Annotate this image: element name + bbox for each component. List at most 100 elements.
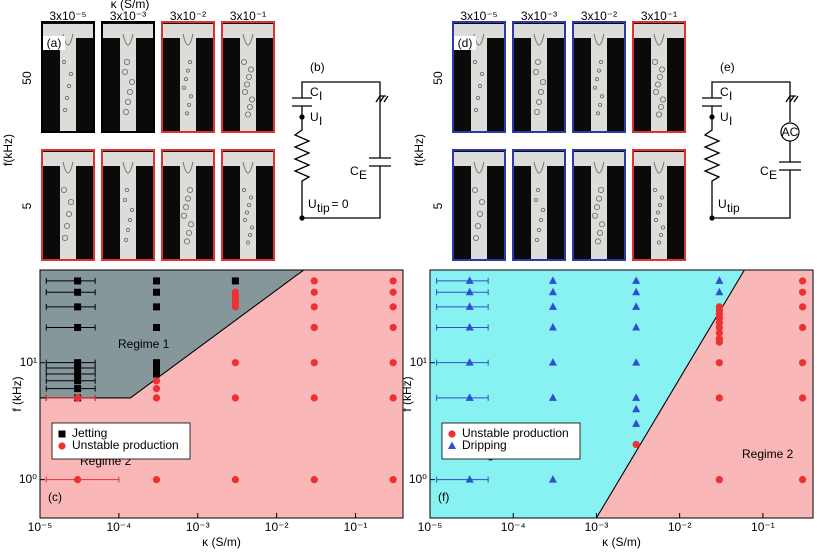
legend-marker xyxy=(58,442,66,450)
droplet xyxy=(241,89,248,96)
droplet xyxy=(596,111,601,116)
point xyxy=(74,364,82,372)
meniscus xyxy=(242,33,254,46)
droplet xyxy=(657,240,662,245)
droplet xyxy=(248,96,255,103)
droplet xyxy=(181,85,186,90)
droplet xyxy=(247,66,254,73)
node xyxy=(299,114,305,120)
point xyxy=(74,377,82,385)
point xyxy=(310,323,318,332)
channel xyxy=(42,24,94,132)
y-tick-label: 10¹ xyxy=(20,355,37,369)
micrograph-border xyxy=(572,149,626,261)
point xyxy=(74,370,82,378)
droplet xyxy=(474,222,481,229)
x-tick-label: 10⁻¹ xyxy=(344,520,368,534)
meniscus xyxy=(122,161,134,174)
point xyxy=(153,277,161,285)
point xyxy=(715,287,724,296)
point xyxy=(548,358,557,366)
error-bar xyxy=(45,385,96,392)
meniscus xyxy=(533,161,545,174)
column-header: 3x10⁻² xyxy=(581,9,617,23)
panel-label: (b) xyxy=(310,60,325,74)
circuit-subscript: E xyxy=(359,168,367,182)
circuit-subscript: I xyxy=(319,89,322,103)
region-label: Regime 2 xyxy=(742,447,794,461)
droplet xyxy=(478,198,485,205)
droplet xyxy=(244,210,249,215)
row-label: 50 xyxy=(431,71,445,85)
droplet xyxy=(244,111,251,118)
y-tick-label: 10¹ xyxy=(410,355,427,369)
meniscus xyxy=(182,33,194,46)
legend-label: Dripping xyxy=(462,438,507,452)
node xyxy=(299,215,305,221)
point xyxy=(310,359,318,367)
circuit-wire xyxy=(785,95,799,103)
region-label: Regime 1 xyxy=(118,337,170,351)
point xyxy=(632,358,641,366)
point xyxy=(632,287,641,296)
x-axis-title: κ (S/m) xyxy=(202,535,241,549)
circuit-label: U xyxy=(310,110,319,124)
droplet xyxy=(187,221,194,228)
meniscus xyxy=(533,33,545,46)
column-header: 3x10⁻⁵ xyxy=(460,9,497,23)
circuit-subscript: I xyxy=(319,114,322,128)
point xyxy=(715,276,724,284)
y-tick-label: 10⁰ xyxy=(409,472,427,486)
droplet xyxy=(67,84,72,89)
meniscus xyxy=(653,161,665,174)
row-label: 5 xyxy=(431,202,445,209)
x-tick-label: 10⁻¹ xyxy=(751,520,775,534)
droplet xyxy=(479,72,484,77)
micrograph xyxy=(221,21,275,133)
droplet xyxy=(540,79,547,86)
point xyxy=(715,394,723,402)
circuit-label: C xyxy=(310,85,319,99)
micrograph xyxy=(452,21,506,133)
droplet xyxy=(182,204,189,211)
micrograph xyxy=(41,149,95,261)
point xyxy=(153,364,161,372)
point xyxy=(74,323,82,331)
error-bar xyxy=(45,277,96,284)
y-axis-title: f (kHz) xyxy=(10,376,24,411)
point xyxy=(799,323,807,332)
droplet xyxy=(185,68,190,73)
plot-frame xyxy=(39,269,404,519)
error-bar xyxy=(45,394,96,401)
droplet xyxy=(657,74,664,81)
point xyxy=(465,393,474,401)
droplet xyxy=(246,104,253,111)
droplet xyxy=(66,210,73,217)
panel-label-background xyxy=(43,36,65,50)
point xyxy=(74,359,82,367)
droplet xyxy=(654,217,659,222)
channel xyxy=(573,24,625,132)
legend-label: Unstable production xyxy=(72,438,179,452)
point xyxy=(715,323,723,332)
point xyxy=(715,338,723,346)
droplet xyxy=(472,60,477,65)
error-bar xyxy=(436,476,489,483)
channel xyxy=(102,24,154,132)
point xyxy=(231,394,239,402)
point xyxy=(799,476,807,484)
droplet xyxy=(129,207,134,212)
point xyxy=(632,404,641,413)
circuit-subscript: tip xyxy=(317,201,330,215)
point xyxy=(465,322,474,331)
droplet xyxy=(125,187,130,192)
circuit-subscript: I xyxy=(729,89,732,103)
micrograph-border xyxy=(452,21,506,133)
droplet xyxy=(656,111,663,118)
droplet xyxy=(534,109,541,116)
point xyxy=(389,277,397,285)
error-bar xyxy=(436,303,489,310)
point xyxy=(74,385,82,393)
channel xyxy=(162,24,214,132)
